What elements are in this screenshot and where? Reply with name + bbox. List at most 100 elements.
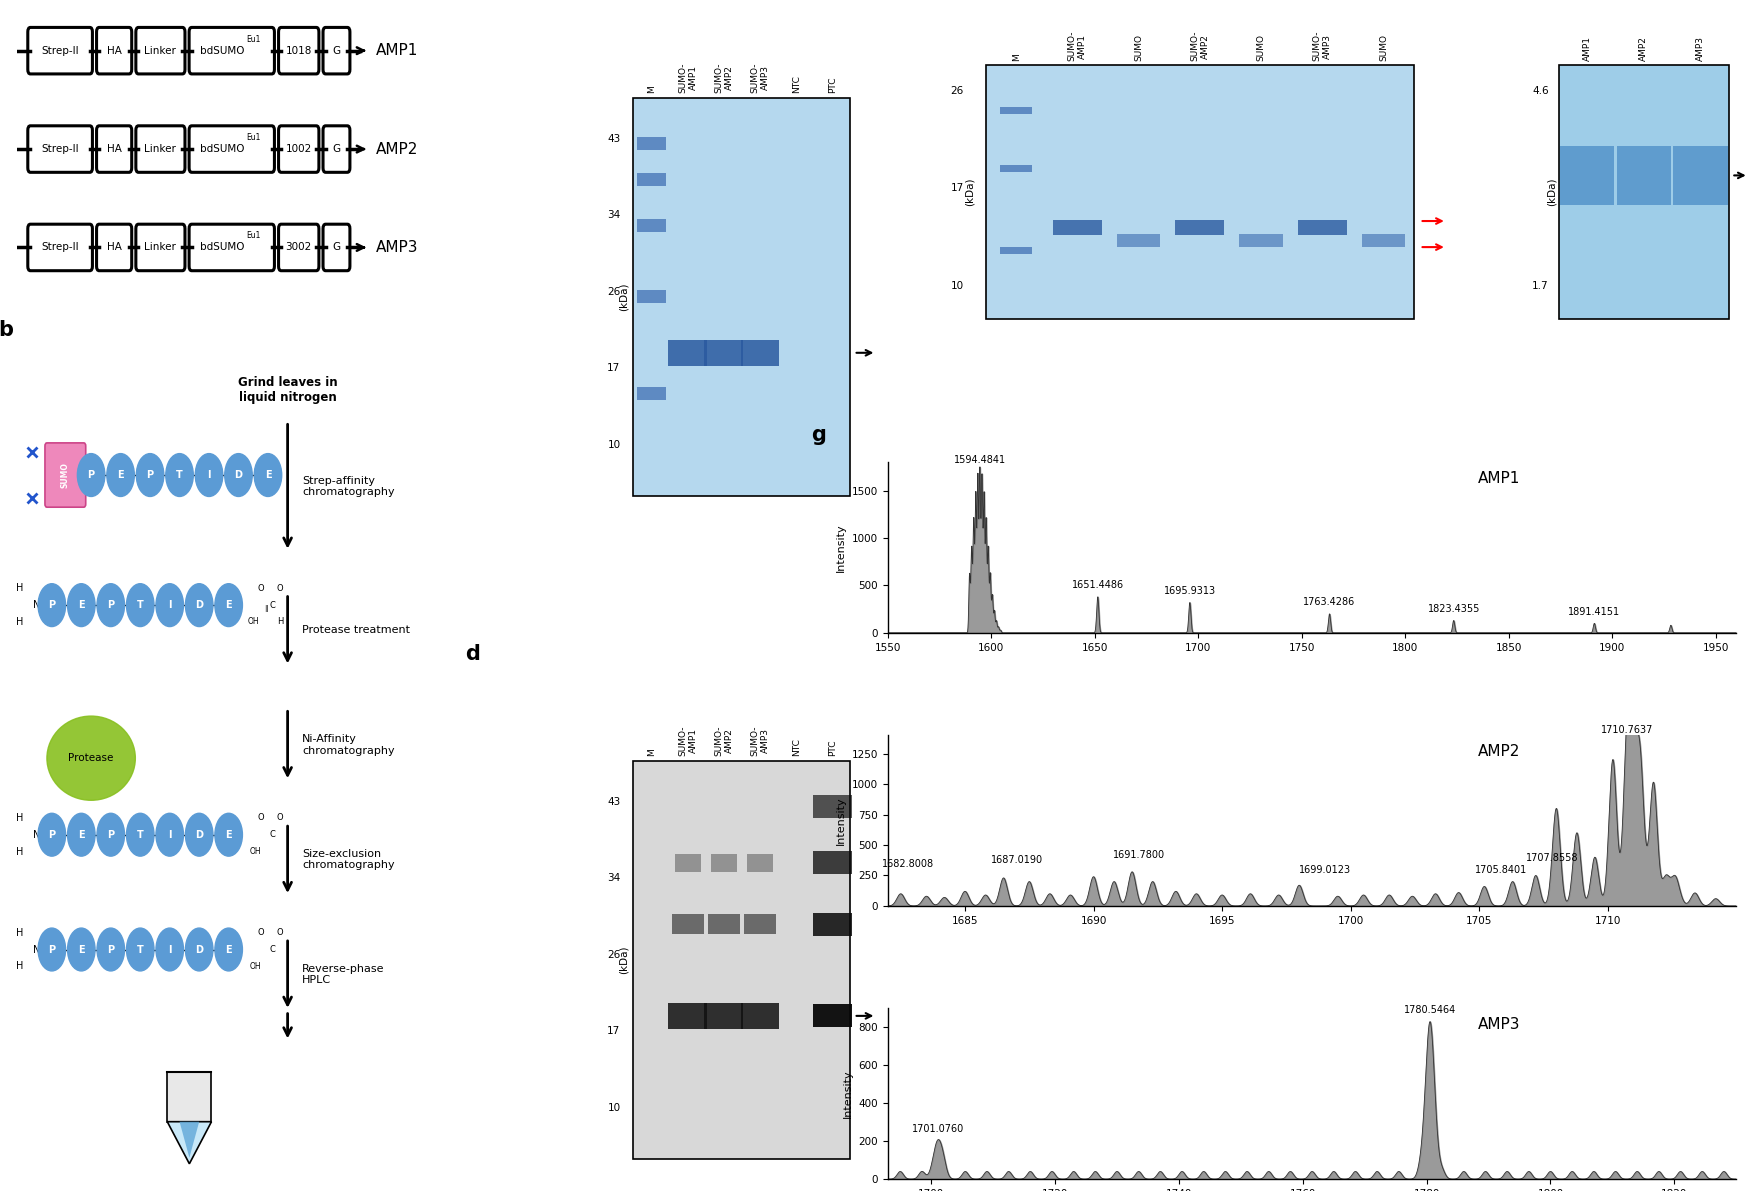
FancyBboxPatch shape bbox=[1052, 220, 1101, 235]
Circle shape bbox=[155, 928, 183, 971]
Text: E: E bbox=[225, 830, 232, 840]
Text: O: O bbox=[257, 813, 263, 822]
Text: Eu1: Eu1 bbox=[246, 133, 260, 142]
FancyBboxPatch shape bbox=[323, 224, 351, 270]
Circle shape bbox=[185, 584, 213, 626]
Circle shape bbox=[215, 584, 243, 626]
Text: AMP1: AMP1 bbox=[1478, 470, 1520, 486]
Text: N: N bbox=[33, 830, 40, 840]
FancyBboxPatch shape bbox=[705, 341, 743, 366]
Text: 17: 17 bbox=[951, 183, 963, 193]
Text: 1651.4486: 1651.4486 bbox=[1071, 580, 1124, 590]
Text: HA: HA bbox=[106, 45, 122, 56]
Text: M: M bbox=[647, 85, 656, 93]
Text: G: G bbox=[332, 45, 340, 56]
Text: SUMO-
AMP3: SUMO- AMP3 bbox=[750, 725, 770, 756]
Text: D: D bbox=[195, 830, 202, 840]
Text: 1.7: 1.7 bbox=[1532, 281, 1550, 292]
Text: T: T bbox=[136, 600, 143, 610]
Text: d: d bbox=[466, 643, 480, 663]
Text: 1691.7800: 1691.7800 bbox=[1113, 850, 1166, 860]
Text: 1705.8401: 1705.8401 bbox=[1475, 865, 1527, 874]
Text: 4.6: 4.6 bbox=[1532, 86, 1550, 95]
Text: SUMO: SUMO bbox=[1379, 35, 1387, 62]
FancyBboxPatch shape bbox=[323, 27, 351, 74]
Text: OH: OH bbox=[250, 847, 262, 856]
Circle shape bbox=[38, 584, 66, 626]
Text: 1695.9313: 1695.9313 bbox=[1164, 586, 1216, 596]
Text: 1687.0190: 1687.0190 bbox=[991, 855, 1044, 865]
Text: H: H bbox=[277, 617, 283, 626]
FancyBboxPatch shape bbox=[1298, 220, 1347, 235]
Text: ‖: ‖ bbox=[263, 605, 267, 612]
FancyBboxPatch shape bbox=[710, 854, 736, 872]
FancyBboxPatch shape bbox=[747, 854, 773, 872]
Text: P: P bbox=[106, 830, 115, 840]
Circle shape bbox=[38, 928, 66, 971]
Text: 10: 10 bbox=[607, 1103, 621, 1112]
Text: C: C bbox=[270, 830, 276, 840]
Text: SUMO-
AMP3: SUMO- AMP3 bbox=[750, 62, 770, 93]
FancyBboxPatch shape bbox=[1000, 107, 1033, 114]
Text: O: O bbox=[277, 928, 283, 937]
Text: a: a bbox=[0, 0, 12, 4]
Text: Reverse-phase
HPLC: Reverse-phase HPLC bbox=[302, 964, 386, 985]
Text: E: E bbox=[117, 470, 124, 480]
Circle shape bbox=[98, 928, 124, 971]
Circle shape bbox=[255, 454, 281, 497]
Text: SUMO: SUMO bbox=[1256, 35, 1265, 62]
Circle shape bbox=[155, 813, 183, 856]
FancyBboxPatch shape bbox=[708, 913, 740, 934]
Text: 26: 26 bbox=[607, 949, 621, 960]
Text: 1682.8008: 1682.8008 bbox=[883, 859, 935, 868]
Text: O: O bbox=[277, 584, 283, 593]
FancyBboxPatch shape bbox=[1117, 235, 1160, 247]
Text: OH: OH bbox=[248, 617, 258, 626]
FancyBboxPatch shape bbox=[637, 291, 667, 303]
Text: Strep-II: Strep-II bbox=[42, 144, 79, 154]
Text: bdSUMO: bdSUMO bbox=[201, 45, 244, 56]
Text: 1594.4841: 1594.4841 bbox=[955, 455, 1005, 464]
Text: 34: 34 bbox=[607, 873, 621, 884]
Text: 1780.5464: 1780.5464 bbox=[1405, 1005, 1455, 1015]
Text: O: O bbox=[257, 928, 263, 937]
Text: (kDa): (kDa) bbox=[619, 946, 628, 974]
Text: Eu1: Eu1 bbox=[246, 35, 260, 44]
Circle shape bbox=[185, 928, 213, 971]
Text: SUMO-
AMP1: SUMO- AMP1 bbox=[679, 725, 698, 756]
Text: P: P bbox=[49, 600, 56, 610]
Text: C: C bbox=[270, 600, 276, 610]
Text: SUMO-
AMP2: SUMO- AMP2 bbox=[714, 62, 733, 93]
Y-axis label: Intensity: Intensity bbox=[836, 797, 846, 844]
Text: OH: OH bbox=[250, 962, 262, 971]
FancyBboxPatch shape bbox=[633, 761, 850, 1159]
FancyBboxPatch shape bbox=[633, 98, 850, 495]
Text: P: P bbox=[147, 470, 154, 480]
FancyBboxPatch shape bbox=[813, 852, 852, 874]
Text: 1002: 1002 bbox=[286, 144, 312, 154]
FancyBboxPatch shape bbox=[705, 1003, 743, 1029]
Y-axis label: Intensity: Intensity bbox=[836, 523, 846, 572]
FancyBboxPatch shape bbox=[188, 27, 274, 74]
Text: H: H bbox=[16, 961, 24, 972]
Text: bdSUMO: bdSUMO bbox=[201, 243, 244, 252]
Text: Linker: Linker bbox=[145, 45, 176, 56]
Circle shape bbox=[77, 454, 105, 497]
Text: E: E bbox=[79, 830, 84, 840]
Text: H: H bbox=[16, 928, 24, 937]
FancyBboxPatch shape bbox=[1616, 146, 1672, 205]
Bar bbox=[168, 1072, 211, 1122]
Text: H: H bbox=[16, 617, 24, 626]
FancyBboxPatch shape bbox=[96, 126, 131, 173]
Circle shape bbox=[126, 928, 154, 971]
FancyBboxPatch shape bbox=[740, 1003, 780, 1029]
Text: 34: 34 bbox=[607, 210, 621, 220]
Text: H: H bbox=[16, 847, 24, 856]
Text: E: E bbox=[225, 944, 232, 954]
Text: AMP2: AMP2 bbox=[1639, 37, 1649, 62]
Text: 1701.0760: 1701.0760 bbox=[911, 1124, 963, 1134]
Text: 1763.4286: 1763.4286 bbox=[1304, 597, 1356, 607]
Text: M: M bbox=[1012, 54, 1021, 62]
Text: b: b bbox=[0, 320, 12, 341]
FancyBboxPatch shape bbox=[136, 27, 185, 74]
